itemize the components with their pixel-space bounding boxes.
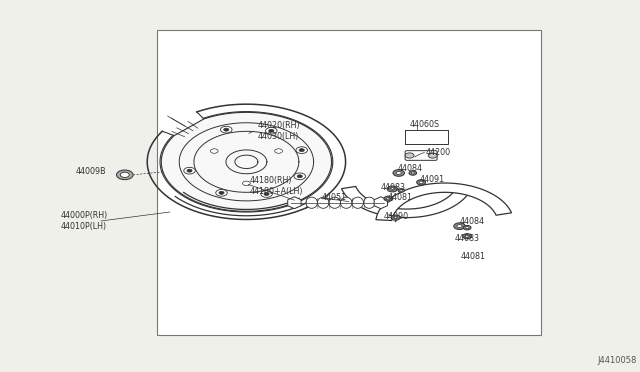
- FancyBboxPatch shape: [405, 151, 437, 160]
- Text: 44083: 44083: [381, 183, 406, 192]
- Circle shape: [409, 171, 417, 175]
- Circle shape: [224, 128, 229, 131]
- Ellipse shape: [364, 197, 375, 208]
- Text: 44084: 44084: [398, 164, 423, 173]
- Circle shape: [187, 169, 192, 172]
- Ellipse shape: [329, 197, 340, 208]
- Ellipse shape: [340, 197, 352, 208]
- Circle shape: [387, 186, 397, 192]
- Polygon shape: [288, 197, 301, 209]
- Polygon shape: [374, 197, 387, 209]
- Text: 44060S: 44060S: [410, 120, 440, 129]
- Text: 44090: 44090: [384, 212, 409, 221]
- Circle shape: [266, 128, 277, 134]
- Text: 44200: 44200: [426, 148, 451, 157]
- Circle shape: [454, 223, 465, 230]
- Circle shape: [243, 181, 250, 186]
- Polygon shape: [161, 112, 332, 211]
- Ellipse shape: [352, 197, 364, 208]
- Text: 44083: 44083: [454, 234, 479, 243]
- Circle shape: [411, 172, 415, 174]
- Bar: [157, 30, 541, 335]
- Circle shape: [394, 217, 397, 219]
- Circle shape: [221, 126, 232, 133]
- Circle shape: [398, 189, 404, 192]
- Circle shape: [457, 225, 462, 228]
- Circle shape: [120, 172, 129, 177]
- Circle shape: [211, 149, 218, 153]
- Text: 44000P(RH)
44010P(LH): 44000P(RH) 44010P(LH): [61, 211, 108, 231]
- Polygon shape: [342, 186, 471, 218]
- Circle shape: [419, 181, 423, 183]
- Text: 44081: 44081: [387, 193, 412, 202]
- Circle shape: [216, 189, 227, 196]
- Polygon shape: [376, 183, 511, 221]
- Circle shape: [184, 167, 195, 174]
- Text: 44020(RH)
44030(LH): 44020(RH) 44030(LH): [257, 121, 300, 141]
- Circle shape: [264, 192, 269, 195]
- Circle shape: [417, 180, 426, 185]
- Circle shape: [400, 190, 403, 191]
- Circle shape: [390, 187, 395, 190]
- Circle shape: [465, 227, 469, 229]
- Ellipse shape: [317, 197, 329, 208]
- Circle shape: [393, 170, 404, 176]
- Circle shape: [428, 153, 437, 158]
- Circle shape: [294, 173, 305, 180]
- Circle shape: [396, 171, 401, 174]
- Circle shape: [269, 129, 274, 132]
- Text: 44084: 44084: [460, 217, 484, 226]
- Text: 44051: 44051: [321, 193, 346, 202]
- Circle shape: [260, 190, 272, 197]
- Circle shape: [463, 225, 471, 230]
- Circle shape: [405, 153, 414, 158]
- Circle shape: [465, 235, 469, 237]
- Text: 44091: 44091: [420, 175, 445, 184]
- Text: 44180(RH)
44180+A(LH): 44180(RH) 44180+A(LH): [250, 176, 303, 196]
- Circle shape: [463, 234, 472, 239]
- Text: J4410058: J4410058: [597, 356, 637, 365]
- Circle shape: [391, 215, 400, 220]
- Text: 44009B: 44009B: [76, 167, 106, 176]
- Circle shape: [387, 198, 390, 200]
- Circle shape: [384, 196, 393, 201]
- Circle shape: [296, 147, 307, 154]
- Ellipse shape: [306, 197, 317, 208]
- Circle shape: [297, 175, 302, 178]
- Circle shape: [116, 170, 133, 180]
- Circle shape: [299, 149, 304, 152]
- Circle shape: [219, 191, 224, 194]
- Circle shape: [275, 149, 282, 153]
- Text: 44081: 44081: [461, 252, 486, 261]
